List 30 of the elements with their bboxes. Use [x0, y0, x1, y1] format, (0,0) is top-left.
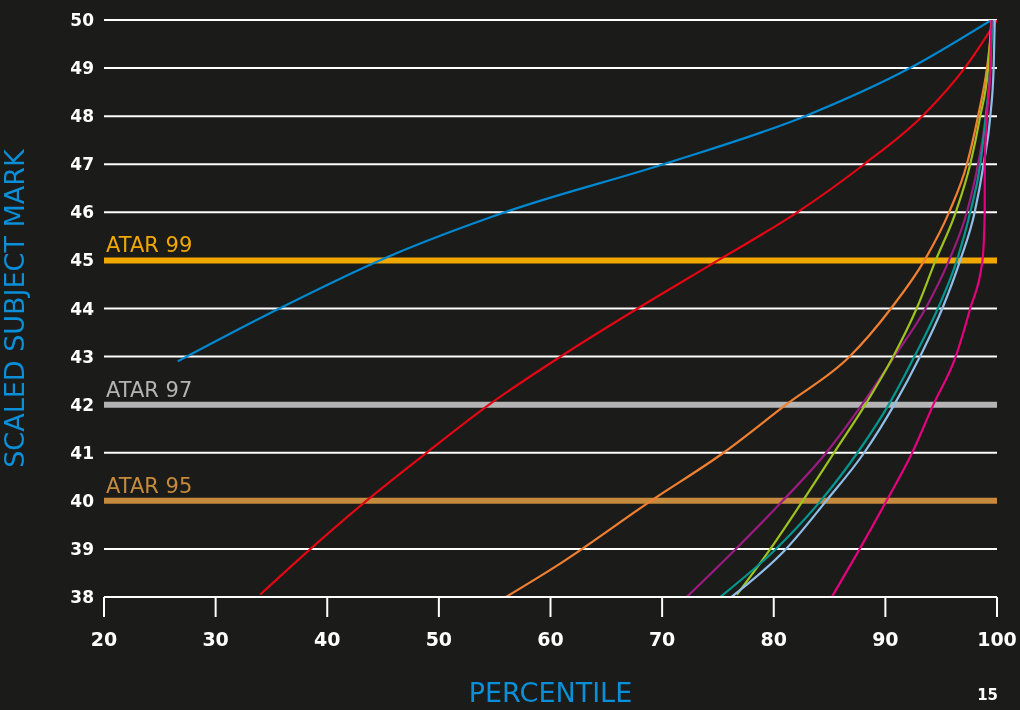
- y-tick-label: 38: [70, 587, 94, 608]
- x-tick-label: 90: [872, 628, 899, 651]
- line-series: [259, 20, 997, 596]
- y-tick-label: 40: [70, 490, 95, 511]
- y-tick-label: 41: [70, 442, 94, 463]
- y-tick-label: 45: [70, 250, 94, 271]
- x-tick-label: 40: [314, 628, 341, 651]
- y-tick-label: 42: [70, 394, 94, 415]
- y-axis-title: SCALED SUBJECT MARK: [0, 147, 30, 468]
- line-series: [830, 20, 993, 597]
- y-tick-label: 39: [70, 538, 94, 559]
- y-tick-label: 48: [70, 106, 94, 127]
- y-tick-label: 44: [70, 298, 95, 319]
- y-tick-label: 47: [70, 154, 94, 175]
- ref-line-label: ATAR 97: [106, 377, 193, 402]
- x-tick-label: 60: [537, 628, 564, 651]
- ref-line-label: ATAR 99: [106, 233, 193, 258]
- y-tick-label: 43: [70, 346, 94, 367]
- x-tick-label: 80: [760, 628, 787, 651]
- x-tick-label: 20: [90, 628, 118, 651]
- x-tick-label: 70: [648, 628, 676, 651]
- y-tick-label: 49: [70, 58, 94, 79]
- y-tick-label: 50: [70, 10, 95, 31]
- x-tick-label: 100: [977, 628, 1017, 651]
- y-tick-label: 46: [70, 202, 94, 223]
- x-axis-title: PERCENTILE: [468, 677, 633, 708]
- x-tick-label: 30: [202, 628, 229, 651]
- text: 15: [977, 686, 998, 704]
- ref-line-label: ATAR 95: [106, 473, 193, 498]
- x-tick-label: 50: [425, 628, 453, 651]
